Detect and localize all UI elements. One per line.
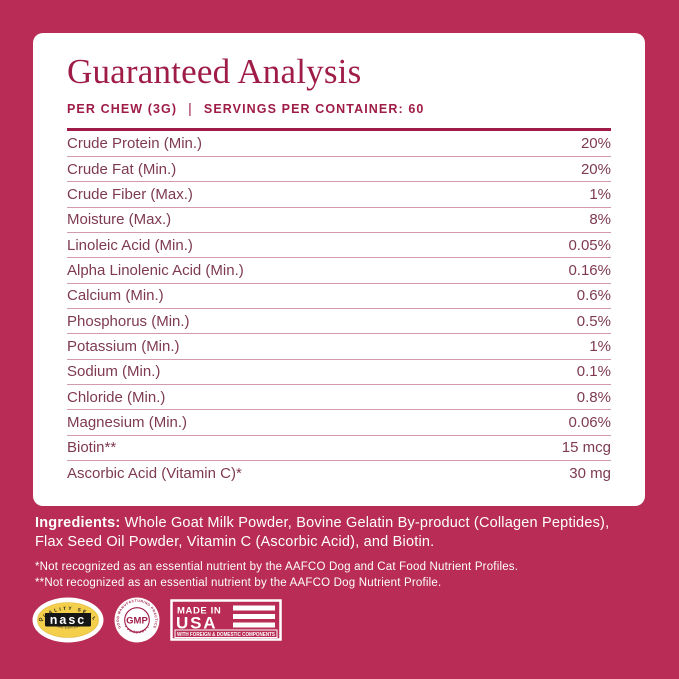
ingredients-line-1: Ingredients: Whole Goat Milk Powder, Bov… — [35, 515, 610, 531]
footnotes: *Not recognized as an essential nutrient… — [35, 559, 643, 591]
row-label: Calcium (Min.) — [67, 287, 164, 305]
row-value: 1% — [589, 185, 611, 203]
table-row: Chloride (Min.) 0.8% — [67, 385, 611, 411]
row-value: 20% — [580, 160, 611, 178]
row-value: 15 mcg — [561, 439, 611, 457]
row-label: Chloride (Min.) — [67, 388, 166, 406]
table-row: Ascorbic Acid (Vitamin C)* 30 mg — [67, 461, 611, 486]
table-row: Alpha Linolenic Acid (Min.) 0.16% — [67, 258, 611, 284]
footnote-2: **Not recognized as an essential nutrien… — [35, 577, 442, 589]
nasc-quality-seal-icon: QUALITY SEAL nasc NATIONAL ANIMAL SUPPLE… — [32, 597, 104, 643]
table-row: Phosphorus (Min.) 0.5% — [67, 309, 611, 335]
row-label: Ascorbic Acid (Vitamin C)* — [67, 465, 242, 483]
table-row: Biotin** 15 mcg — [67, 436, 611, 461]
row-label: Linoleic Acid (Min.) — [67, 236, 193, 254]
table-row: Magnesium (Min.) 0.06% — [67, 410, 611, 436]
usa-made-in-text: MADE IN — [177, 606, 221, 617]
table-row: Crude Fiber (Max.) 1% — [67, 182, 611, 208]
ingredients-text: Ingredients: Whole Goat Milk Powder, Bov… — [35, 514, 643, 552]
table-top-rule — [67, 127, 611, 131]
row-label: Sodium (Min.) — [67, 363, 161, 381]
row-label: Crude Fat (Min.) — [67, 160, 177, 178]
table-row: Crude Protein (Min.) 20% — [67, 132, 611, 157]
nasc-center-text: nasc — [50, 613, 87, 627]
row-value: 0.1% — [576, 363, 611, 381]
analysis-table: Crude Protein (Min.) 20% Crude Fat (Min.)… — [67, 132, 611, 487]
row-value: 0.8% — [576, 388, 611, 406]
table-row: Linoleic Acid (Min.) 0.05% — [67, 233, 611, 259]
row-label: Crude Protein (Min.) — [67, 135, 203, 153]
gmp-badge-icon: GOOD MANUFACTURING PRACTICE • PRODUCT • … — [114, 597, 160, 643]
row-value: 0.06% — [568, 413, 611, 431]
servings-per-container-label: SERVINGS PER CONTAINER: 60 — [203, 101, 425, 116]
guaranteed-analysis-card: Guaranteed Analysis PER CHEW (3G) | SERV… — [33, 33, 645, 506]
row-value: 30 mg — [569, 465, 611, 483]
row-label: Potassium (Min.) — [67, 337, 180, 355]
table-row: Potassium (Min.) 1% — [67, 334, 611, 360]
row-label: Moisture (Max.) — [67, 211, 172, 229]
serving-info: PER CHEW (3G) | SERVINGS PER CONTAINER: … — [67, 99, 611, 117]
table-row: Crude Fat (Min.) 20% — [67, 157, 611, 183]
row-value: 0.05% — [568, 236, 611, 254]
footnote-1: *Not recognized as an essential nutrient… — [35, 561, 519, 573]
row-label: Biotin** — [67, 439, 117, 457]
row-value: 8% — [589, 211, 611, 229]
row-label: Alpha Linolenic Acid (Min.) — [67, 261, 244, 279]
divider-bar: | — [188, 99, 193, 116]
ingredients-line-2: Flax Seed Oil Powder, Vitamin C (Ascorbi… — [35, 534, 435, 550]
row-value: 0.6% — [576, 287, 611, 305]
row-label: Phosphorus (Min.) — [67, 312, 190, 330]
ingredients-label: Ingredients: — [35, 515, 121, 531]
row-label: Crude Fiber (Max.) — [67, 185, 193, 203]
row-value: 0.5% — [576, 312, 611, 330]
gmp-center-text: GMP — [126, 616, 148, 627]
row-value: 1% — [589, 337, 611, 355]
page-title: Guaranteed Analysis — [67, 52, 362, 91]
usa-components-text: WITH FOREIGN & DOMESTIC COMPONENTS — [177, 632, 275, 638]
table-row: Calcium (Min.) 0.6% — [67, 284, 611, 309]
table-row: Moisture (Max.) 8% — [67, 208, 611, 233]
usa-usa-text: USA — [176, 614, 217, 633]
per-chew-label: PER CHEW (3G) — [67, 101, 178, 116]
row-value: 0.16% — [568, 261, 611, 279]
table-row: Sodium (Min.) 0.1% — [67, 360, 611, 385]
row-label: Magnesium (Min.) — [67, 413, 188, 431]
row-value: 20% — [580, 135, 611, 153]
certification-badges: QUALITY SEAL nasc NATIONAL ANIMAL SUPPLE… — [32, 597, 282, 643]
made-in-usa-badge-icon: MADE IN USA WITH FOREIGN & DOMESTIC COMP… — [170, 599, 282, 641]
